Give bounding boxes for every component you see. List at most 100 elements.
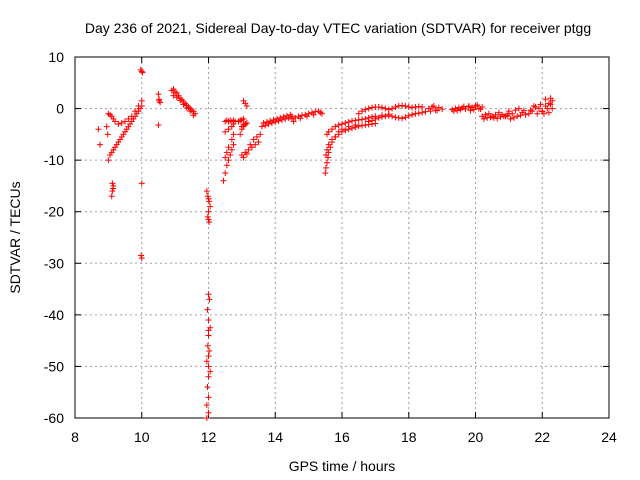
data-point xyxy=(128,113,135,120)
data-point xyxy=(122,118,129,125)
data-point xyxy=(312,108,319,115)
data-point xyxy=(530,102,537,109)
data-point xyxy=(108,193,115,200)
data-point xyxy=(435,104,442,111)
data-point xyxy=(322,151,329,158)
data-point xyxy=(345,118,352,125)
data-point xyxy=(206,198,213,205)
data-point xyxy=(325,128,332,135)
data-point xyxy=(492,111,499,118)
data-point xyxy=(247,141,254,148)
data-point xyxy=(227,151,234,158)
data-point xyxy=(205,353,212,360)
data-point xyxy=(422,108,429,115)
data-point xyxy=(505,108,512,115)
grid xyxy=(75,57,609,418)
data-point xyxy=(525,110,532,117)
data-point xyxy=(399,115,406,122)
data-point xyxy=(222,170,229,177)
y-tick-label: -60 xyxy=(44,410,64,426)
data-point xyxy=(419,109,426,116)
data-point xyxy=(237,131,244,138)
data-point xyxy=(204,213,211,220)
data-point xyxy=(385,112,392,119)
data-point xyxy=(359,116,366,123)
y-tick-label: 0 xyxy=(56,101,64,117)
data-point xyxy=(549,105,556,112)
data-point xyxy=(405,104,412,111)
data-point xyxy=(522,111,529,118)
data-point xyxy=(139,69,146,76)
data-point xyxy=(318,110,325,117)
data-point xyxy=(544,105,551,112)
data-point xyxy=(205,373,212,380)
data-point xyxy=(205,409,212,416)
data-point xyxy=(115,121,122,128)
data-point xyxy=(203,402,210,409)
data-point xyxy=(222,128,229,135)
data-point xyxy=(204,193,211,200)
data-point xyxy=(385,106,392,113)
data-point xyxy=(359,108,366,115)
data-point xyxy=(339,121,345,128)
y-tick-label: -10 xyxy=(44,152,64,168)
x-tick-label: 8 xyxy=(71,429,79,445)
data-point xyxy=(382,105,389,112)
data-point xyxy=(375,104,382,111)
data-point xyxy=(187,108,194,115)
data-point xyxy=(497,113,504,120)
data-points xyxy=(95,66,556,421)
data-point xyxy=(222,154,229,161)
data-point xyxy=(104,131,111,138)
y-axis-label: SDTVAR / TECUs xyxy=(7,181,23,293)
data-point xyxy=(250,136,257,143)
data-point xyxy=(322,164,329,171)
data-point xyxy=(323,159,330,166)
data-point xyxy=(138,68,145,75)
data-point xyxy=(243,102,250,109)
data-point xyxy=(273,115,280,122)
data-point xyxy=(430,102,437,109)
y-tick-label: -40 xyxy=(44,307,64,323)
data-point xyxy=(177,97,184,104)
data-point xyxy=(395,102,402,109)
data-point xyxy=(270,116,277,123)
data-point xyxy=(495,109,502,116)
data-point xyxy=(477,106,484,113)
data-point xyxy=(412,110,419,117)
data-point xyxy=(362,122,369,129)
x-tick-label: 12 xyxy=(201,429,217,445)
data-point xyxy=(392,104,399,111)
data-point xyxy=(379,104,386,111)
data-point xyxy=(355,110,362,117)
data-point xyxy=(138,255,145,262)
data-point xyxy=(504,112,511,119)
data-point xyxy=(243,150,250,157)
data-point xyxy=(332,133,339,140)
x-tick-label: 24 xyxy=(601,429,617,445)
data-point xyxy=(225,144,232,151)
data-point xyxy=(454,107,461,114)
data-point xyxy=(537,101,544,108)
data-point xyxy=(375,114,382,121)
data-point xyxy=(310,111,317,118)
data-point xyxy=(228,136,235,143)
data-point xyxy=(205,317,212,324)
y-tick-label: -20 xyxy=(44,204,64,220)
data-point xyxy=(243,120,250,127)
data-point xyxy=(157,99,164,106)
data-point xyxy=(355,123,362,130)
data-point xyxy=(369,117,376,124)
data-point xyxy=(303,113,310,120)
data-point xyxy=(203,188,210,195)
plot-frame xyxy=(74,56,610,419)
data-point xyxy=(223,162,230,169)
data-point xyxy=(109,188,116,195)
data-point xyxy=(230,141,237,148)
data-point xyxy=(335,122,342,129)
data-point xyxy=(545,109,552,116)
data-point xyxy=(220,177,227,184)
data-point xyxy=(392,114,399,121)
y-tick-label: -30 xyxy=(44,255,64,271)
data-point xyxy=(359,122,366,129)
